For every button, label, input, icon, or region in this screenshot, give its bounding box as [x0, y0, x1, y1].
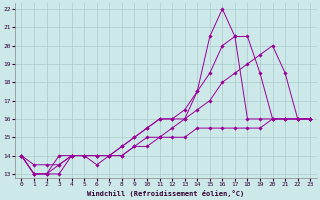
X-axis label: Windchill (Refroidissement éolien,°C): Windchill (Refroidissement éolien,°C) — [87, 190, 244, 197]
